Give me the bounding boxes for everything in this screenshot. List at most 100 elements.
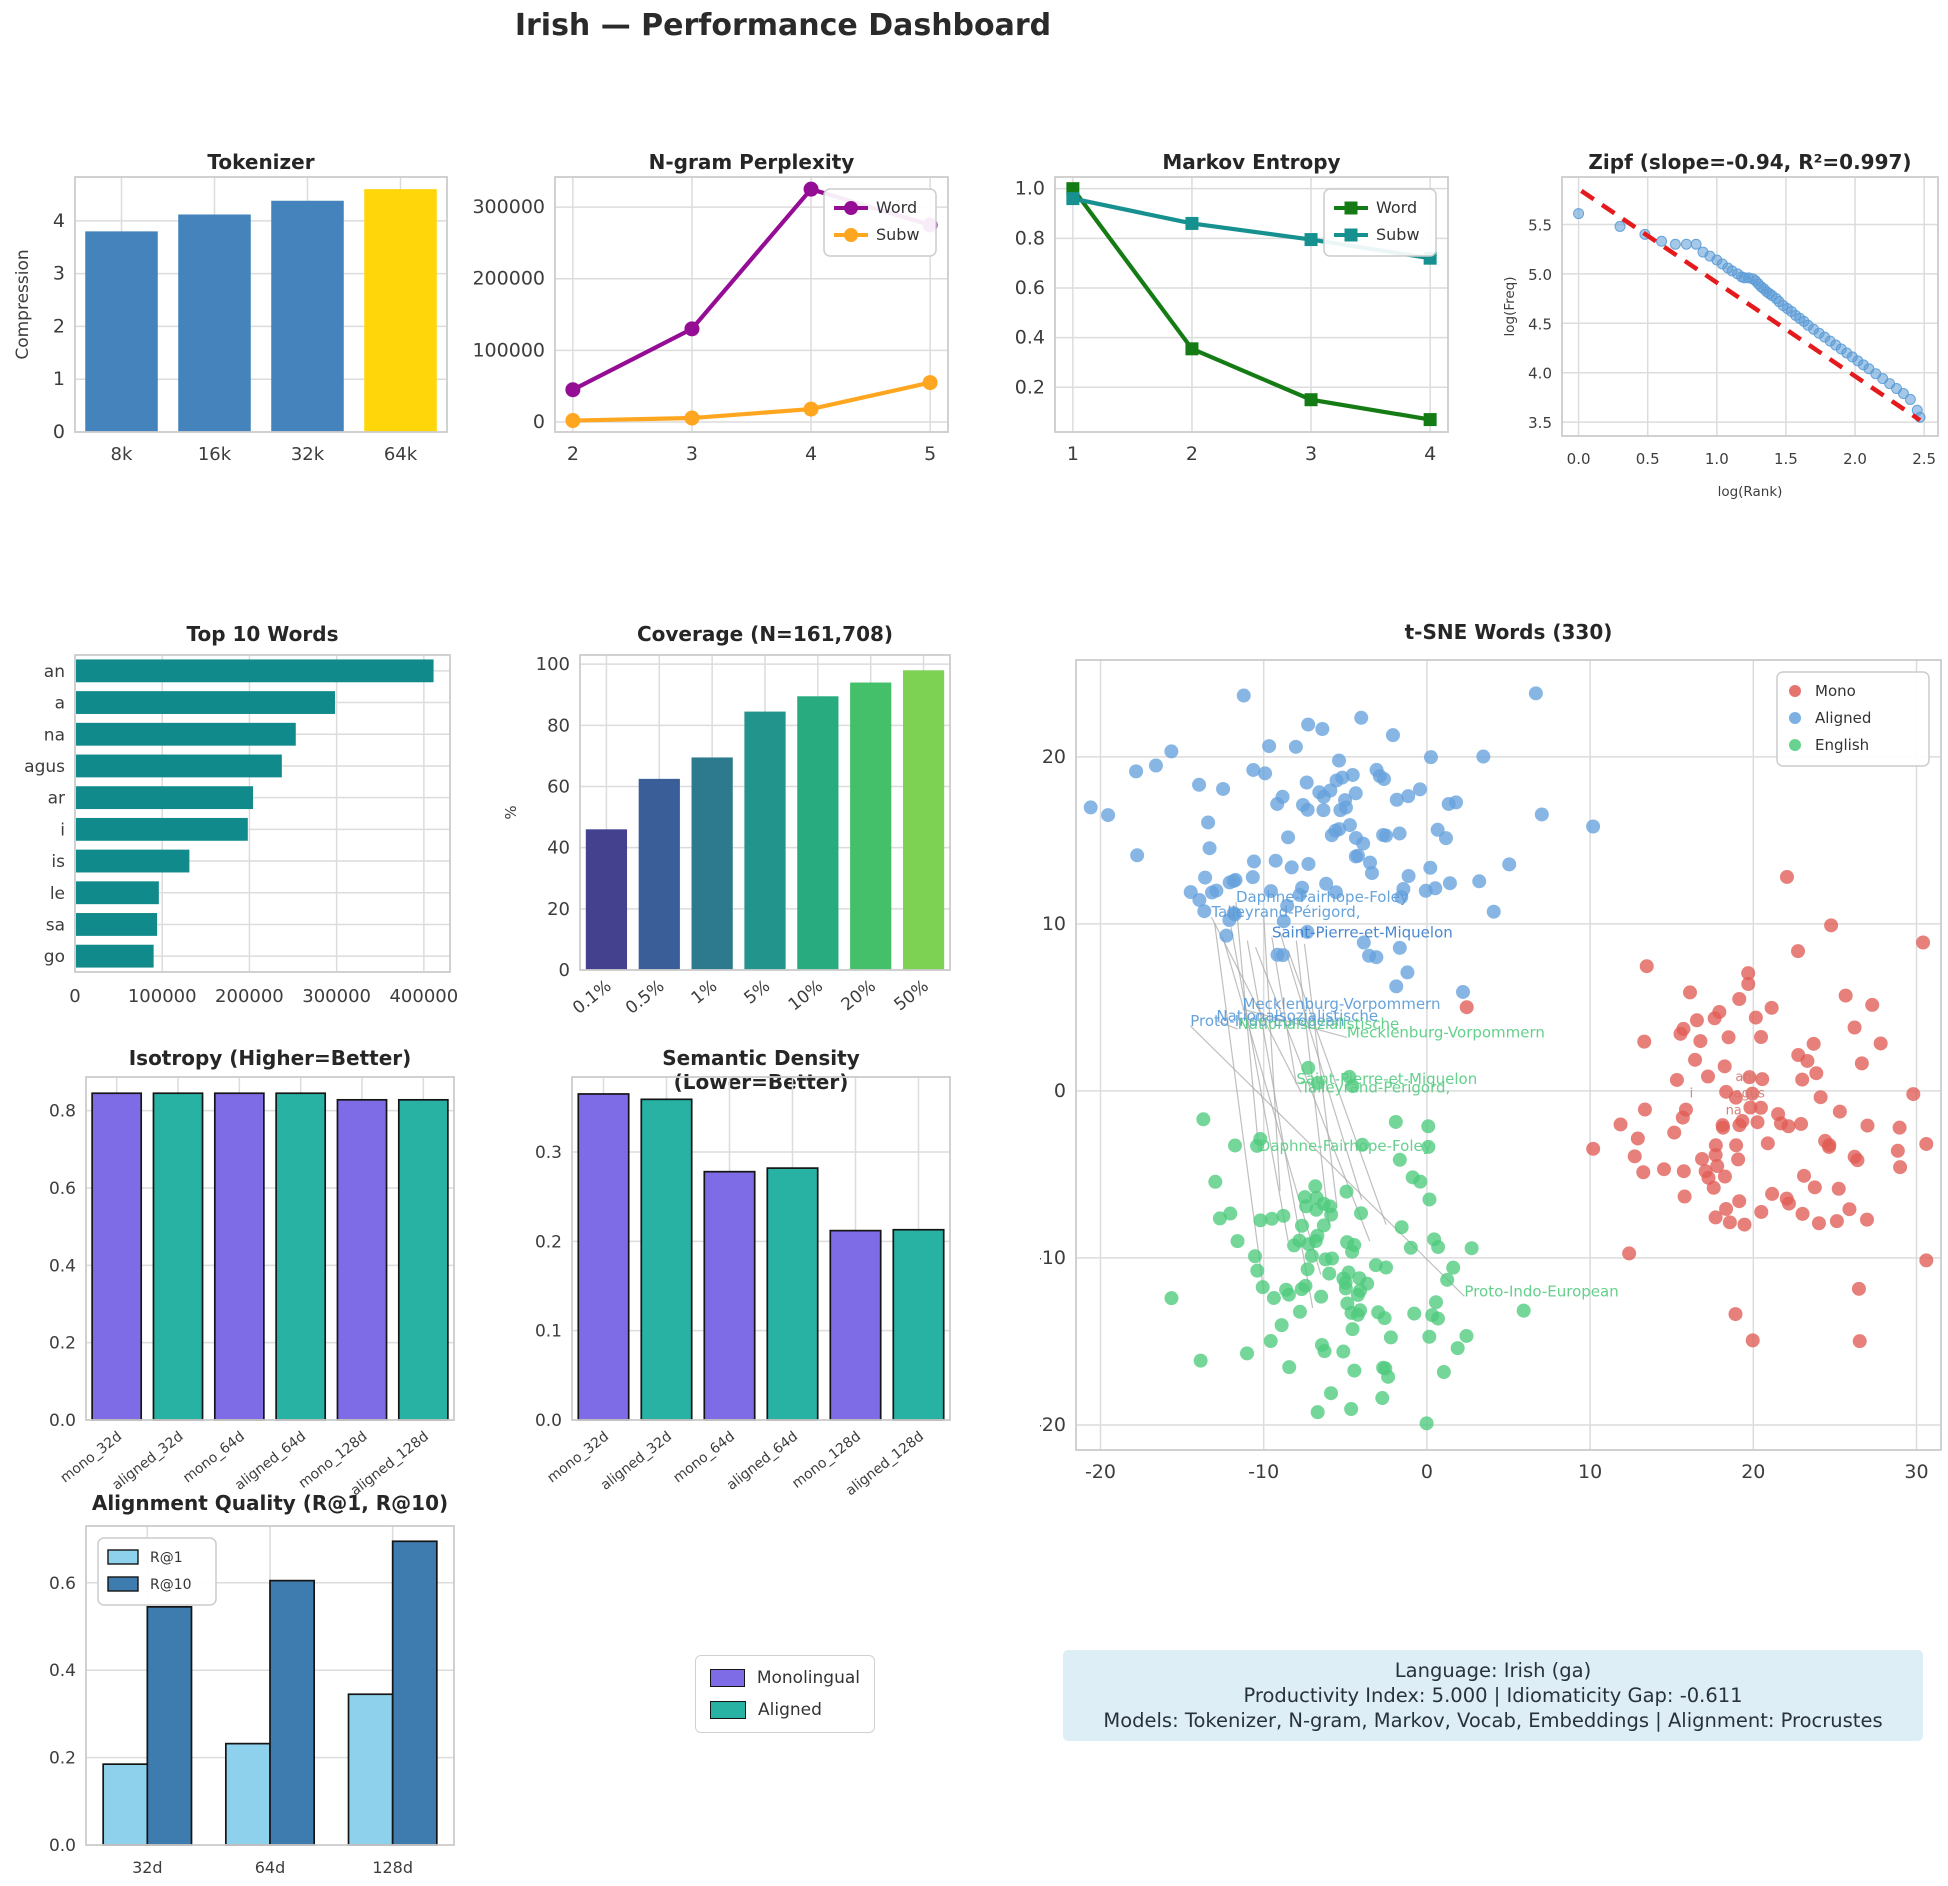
svg-text:0.5: 0.5 [1636,450,1660,468]
svg-text:ar: ar [48,789,65,809]
svg-text:0: 0 [69,986,80,1007]
svg-text:English: English [1815,736,1869,754]
svg-text:4: 4 [1424,443,1436,465]
svg-text:0.4: 0.4 [49,1256,76,1276]
svg-text:128d: 128d [372,1858,413,1877]
svg-text:-20: -20 [1085,1461,1116,1483]
svg-text:2: 2 [1186,443,1198,465]
monolingual-swatch [710,1669,745,1687]
svg-text:Subw: Subw [876,225,920,244]
zipf-title: Zipf (slope=-0.94, R²=0.997) [1588,150,1912,174]
chart-semantic-density: 0.0 0.1 0.2 0.3 mono_32d aligned_32d mono_64d a… [496,1035,960,1517]
svg-text:64d: 64d [255,1858,286,1877]
info-language: Language: Irish (ga) [1394,1659,1592,1682]
chart-top10-words: an a na agus ar i is le sa go 0 100000 200000 300000 4… [12,612,464,1036]
svg-text:log(Rank): log(Rank) [1718,484,1783,500]
top10-title: Top 10 Words [186,622,339,646]
svg-text:0.3: 0.3 [535,1143,562,1163]
svg-text:5.5: 5.5 [1528,216,1552,234]
svg-text:32d: 32d [132,1858,163,1877]
svg-text:Saint-Pierre-et-Miquelon: Saint-Pierre-et-Miquelon [1296,1070,1477,1088]
chart-ngram-perplexity: 0 100000 200000 300000 2 3 4 5 Word Subw [448,140,960,480]
tokenizer-title: Tokenizer [207,150,315,174]
alignment-quality-plot: 0.0 0.2 0.4 0.6 32d 64d 128d R@1 R@10 [49,1525,455,1877]
svg-text:64k: 64k [384,444,418,465]
semantic-density-title: Semantic Density (Lower=Better) [662,1046,860,1094]
svg-text:32k: 32k [291,444,325,465]
svg-text:300000: 300000 [472,196,545,218]
svg-text:Proto-Indo-European: Proto-Indo-European [1190,1012,1344,1030]
svg-text:1: 1 [53,368,65,390]
svg-text:3: 3 [1305,443,1317,465]
svg-text:sa: sa [46,915,65,935]
chart-markov-entropy: 0.2 0.4 0.6 0.8 1.0 1 2 3 4 Word Subw [988,140,1460,480]
chart-zipf: 3.5 4.0 4.5 5.0 5.5 0.0 0.5 1.0 1.5 2.0 2.5 log(Fre… [1498,140,1948,512]
svg-text:is: is [51,852,65,872]
aligned-swatch [710,1701,746,1719]
markov-plot: 0.2 0.4 0.6 0.8 1.0 1 2 3 4 Word Subw [1015,176,1449,465]
svg-text:5: 5 [924,443,936,465]
svg-text:-10: -10 [1040,1247,1066,1269]
svg-text:1.5: 1.5 [1774,450,1798,468]
isotropy-plot: 0.00.20.40.60.8mono_32daligned_32dmono_6… [49,1076,455,1499]
svg-text:an: an [44,662,65,682]
svg-text:Subw: Subw [1376,225,1420,244]
svg-text:0.0: 0.0 [49,1411,76,1431]
svg-text:0: 0 [559,960,570,981]
svg-text:an: an [1735,1070,1751,1085]
monolingual-label: Monolingual [756,1668,860,1688]
svg-text:5%: 5% [741,976,775,1008]
chart-isotropy: 0.0 0.2 0.4 0.6 0.8 mono_32d aligned_32d mono_6… [16,1035,466,1517]
svg-text:2.5: 2.5 [1912,450,1936,468]
svg-text:1.0: 1.0 [1015,178,1045,200]
svg-text:0: 0 [1054,1080,1066,1102]
svg-text:5.0: 5.0 [1528,266,1552,284]
chart-tsne: Daphne-Fairhope-Foley Talleyrand-Périgord… [1035,612,1944,1508]
svg-text:1.0: 1.0 [1705,450,1729,468]
svg-text:20%: 20% [838,976,880,1015]
svg-text:a: a [55,694,65,714]
svg-text:80: 80 [547,715,570,736]
svg-text:0.2: 0.2 [535,1232,562,1252]
tsne-title: t-SNE Words (330) [1404,620,1613,644]
chart-alignment-quality: 0.0 0.2 0.4 0.6 32d 64d 128d R@1 R@10 [16,1480,466,1884]
svg-text:Mecklenburg-Vorpommern: Mecklenburg-Vorpommern [1347,1023,1545,1041]
markov-title: Markov Entropy [1162,150,1341,174]
svg-text:R@10: R@10 [150,1577,192,1593]
svg-text:0.4: 0.4 [49,1661,76,1681]
svg-text:0.8: 0.8 [1015,227,1045,249]
svg-text:1%: 1% [688,976,722,1008]
svg-text:le: le [50,884,65,904]
svg-text:log(Freq): log(Freq) [1502,276,1518,336]
svg-text:0: 0 [1421,1461,1433,1483]
svg-text:10: 10 [1042,913,1066,935]
svg-text:100000: 100000 [472,339,545,361]
chart-coverage: 0 20 40 60 80 100 0.1% 0.5% 1% 5% 10% 20% 50%% [500,612,960,1064]
svg-text:0.0: 0.0 [535,1411,562,1431]
info-box: Language: Irish (ga) Productivity Index:… [1063,1650,1923,1741]
svg-text:0.6: 0.6 [1015,277,1045,299]
svg-text:0.2: 0.2 [1015,376,1045,398]
svg-text:-10: -10 [1248,1461,1279,1483]
svg-text:Proto-Indo-European: Proto-Indo-European [1464,1282,1618,1300]
svg-text:0.1: 0.1 [535,1322,562,1342]
chart-tokenizer: 0 1 2 3 4 8k 16k 32k 64k Compression [12,140,460,480]
svg-text:60: 60 [547,777,570,798]
info-productivity: Productivity Index: 5.000 | Idiomaticity… [1243,1684,1743,1707]
svg-text:0: 0 [533,411,545,433]
svg-text:100: 100 [536,654,570,675]
svg-text:0.8: 0.8 [49,1102,76,1122]
svg-text:Mecklenburg-Vorpommern: Mecklenburg-Vorpommern [1242,995,1440,1013]
svg-text:0.5%: 0.5% [622,976,668,1018]
svg-text:0.2: 0.2 [49,1749,76,1769]
svg-text:20: 20 [1042,746,1066,768]
legend-item-monolingual: Monolingual [710,1668,860,1688]
svg-text:20: 20 [547,899,570,920]
svg-text:-20: -20 [1040,1414,1066,1436]
svg-text:0: 0 [53,421,65,443]
coverage-plot: 0 20 40 60 80 100 0.1% 0.5% 1% 5% 10% 20% 50%% [502,654,951,1019]
alignment-quality-title: Alignment Quality (R@1, R@10) [91,1491,449,1515]
svg-text:Compression: Compression [13,249,33,359]
svg-text:Talleyrand-Périgord,: Talleyrand-Périgord, [1210,903,1360,921]
